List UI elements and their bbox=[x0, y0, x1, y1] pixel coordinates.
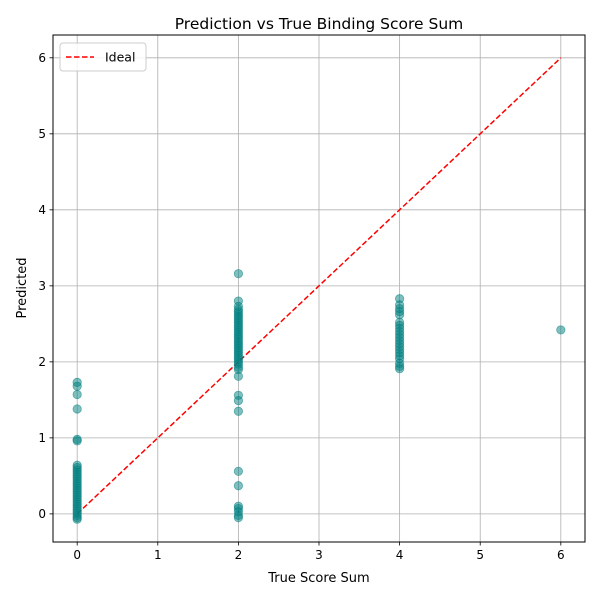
y-tick-label: 5 bbox=[38, 127, 46, 141]
legend: Ideal bbox=[59, 42, 147, 72]
x-tick-label: 4 bbox=[396, 548, 404, 562]
x-tick-label: 0 bbox=[73, 548, 81, 562]
scatter-point bbox=[233, 371, 243, 381]
legend-box bbox=[59, 42, 147, 72]
scatter-point bbox=[72, 436, 82, 446]
ideal-line bbox=[76, 57, 562, 515]
scatter-point bbox=[233, 513, 243, 523]
scatter-point bbox=[72, 514, 82, 524]
x-tick-label: 3 bbox=[315, 548, 323, 562]
scatter-points bbox=[72, 269, 566, 524]
scatter-point bbox=[72, 389, 82, 400]
scatter-point bbox=[233, 396, 243, 406]
x-axis-label: True Score Sum bbox=[267, 571, 369, 586]
x-tick-label: 6 bbox=[557, 548, 565, 562]
y-tick-label: 6 bbox=[38, 51, 46, 65]
scatter-point bbox=[233, 269, 243, 279]
scatter-point bbox=[72, 381, 82, 391]
grid bbox=[53, 35, 585, 542]
y-tick-label: 1 bbox=[38, 431, 46, 445]
x-tick-label: 5 bbox=[476, 548, 484, 562]
scatter-point bbox=[233, 481, 243, 491]
chart-title: Prediction vs True Binding Score Sum bbox=[175, 15, 464, 33]
scatter-point bbox=[395, 364, 405, 374]
scatter-point bbox=[233, 406, 243, 416]
x-tick-label: 2 bbox=[235, 548, 243, 562]
axis-ticks: 0 1 2 3 4 5 6 0 1 2 3 4 5 6 bbox=[38, 51, 564, 562]
y-tick-label: 2 bbox=[38, 355, 46, 369]
scatter-point bbox=[395, 310, 405, 320]
scatter-point bbox=[72, 404, 82, 414]
scatter-point bbox=[556, 325, 566, 335]
scatter-point bbox=[233, 466, 243, 476]
legend-ideal-label: Ideal bbox=[105, 50, 135, 65]
y-tick-label: 4 bbox=[38, 203, 46, 217]
y-tick-label: 3 bbox=[38, 279, 46, 293]
x-tick-label: 1 bbox=[154, 548, 162, 562]
y-tick-label: 0 bbox=[38, 507, 46, 521]
ideal-line-layer bbox=[76, 57, 562, 515]
y-axis-label: Predicted bbox=[15, 257, 30, 318]
